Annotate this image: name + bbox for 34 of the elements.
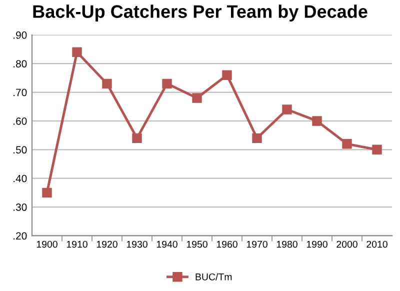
y-tick-label: .50: [14, 146, 27, 154]
point: [72, 47, 82, 57]
x-tick-label: 1980: [276, 240, 298, 248]
y-tick-label: .70: [14, 88, 27, 96]
point: [132, 133, 142, 144]
y-tick-label: .80: [14, 60, 27, 68]
x-tick-label: 1940: [156, 240, 178, 248]
point: [102, 78, 112, 89]
y-tick-label: .60: [14, 117, 27, 125]
point: [42, 188, 52, 198]
x-tick-label: 2010: [366, 240, 388, 248]
point: [252, 133, 262, 144]
x-tick-label: 1990: [306, 240, 328, 248]
x-tick-label: 1900: [36, 240, 58, 248]
y-tick-label: .40: [14, 174, 27, 182]
point: [372, 144, 382, 155]
point: [342, 139, 352, 149]
y-tick-label: .90: [14, 31, 27, 39]
point: [282, 104, 292, 114]
point: [192, 93, 202, 103]
y-tick-label: .20: [14, 232, 27, 240]
x-tick-label: 1920: [96, 240, 118, 248]
x-tick-label: 2000: [336, 240, 358, 248]
x-tick-label: 1960: [216, 240, 238, 248]
chart-title: Back-Up Catchers Per Team by Decade: [33, 4, 368, 22]
x-tick-label: 1930: [126, 240, 148, 248]
x-tick-label: 1950: [186, 240, 208, 248]
point: [312, 116, 322, 126]
x-tick-label: 1910: [66, 240, 88, 248]
y-tick-label: .30: [14, 204, 27, 211]
x-tick-label: 1970: [246, 240, 268, 248]
point: [162, 78, 172, 89]
point: [222, 70, 232, 80]
legend-label: BUC/Tm: [196, 273, 232, 280]
